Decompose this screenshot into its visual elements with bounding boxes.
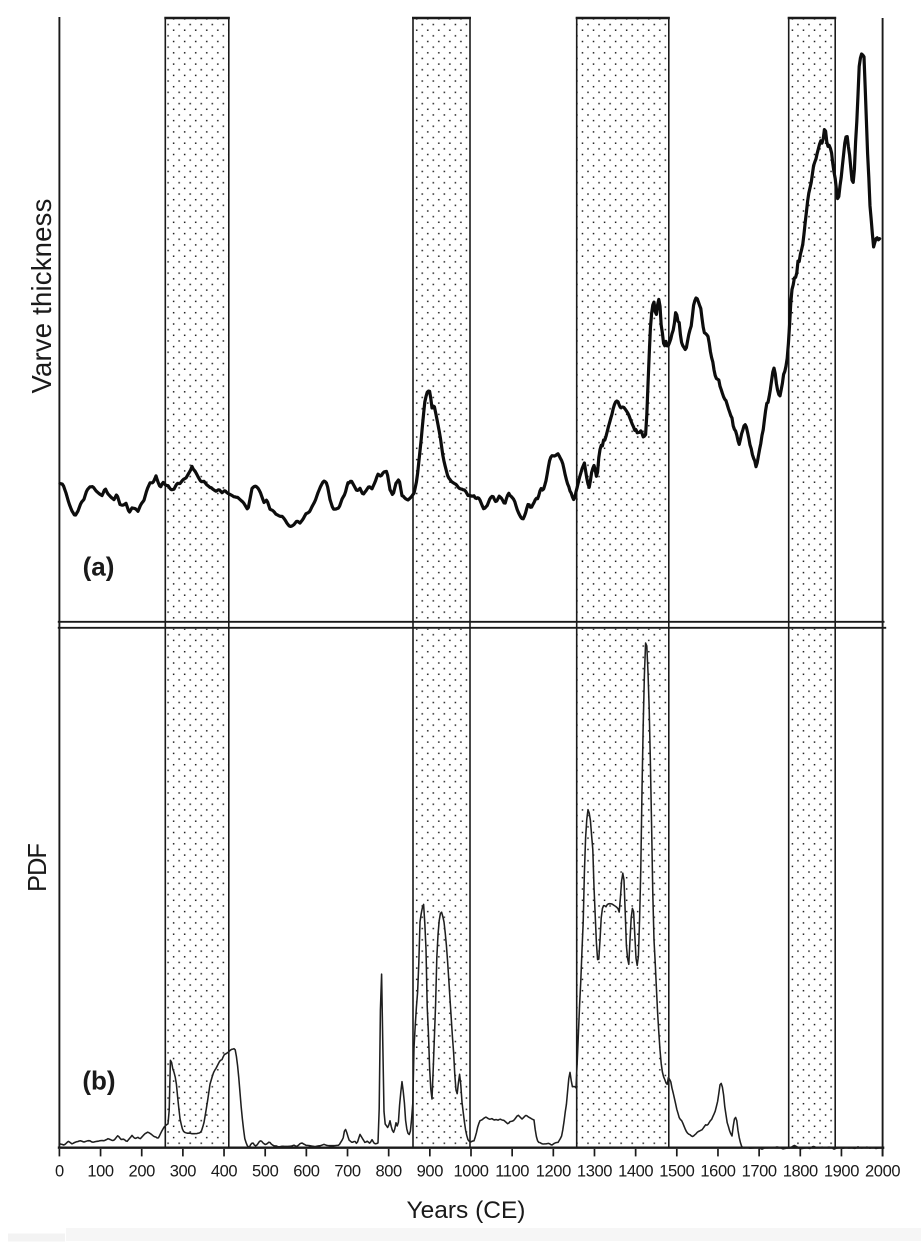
svg-text:(a): (a) (83, 552, 115, 582)
svg-text:500: 500 (252, 1163, 279, 1181)
svg-text:1400: 1400 (618, 1163, 653, 1181)
svg-text:1600: 1600 (700, 1163, 735, 1181)
svg-text:900: 900 (417, 1163, 444, 1181)
svg-text:700: 700 (334, 1163, 361, 1181)
svg-text:800: 800 (376, 1163, 403, 1181)
svg-text:400: 400 (211, 1163, 238, 1181)
svg-text:1500: 1500 (659, 1163, 694, 1181)
svg-text:600: 600 (293, 1163, 320, 1181)
svg-text:0: 0 (55, 1163, 64, 1181)
svg-text:100: 100 (87, 1163, 114, 1181)
svg-text:200: 200 (129, 1163, 156, 1181)
svg-text:(b): (b) (82, 1066, 115, 1096)
svg-text:1800: 1800 (783, 1163, 818, 1181)
svg-text:1300: 1300 (577, 1163, 612, 1181)
svg-text:1100: 1100 (495, 1163, 529, 1181)
svg-text:PDF: PDF (24, 844, 52, 892)
svg-text:300: 300 (170, 1163, 197, 1181)
svg-text:1000: 1000 (453, 1163, 488, 1181)
svg-text:2000: 2000 (865, 1163, 900, 1181)
svg-text:1900: 1900 (824, 1163, 859, 1181)
svg-text:1700: 1700 (742, 1163, 777, 1181)
svg-text:1200: 1200 (536, 1163, 571, 1181)
svg-text:Years (CE): Years (CE) (407, 1197, 526, 1224)
svg-text:Varve thickness: Varve thickness (26, 198, 57, 393)
